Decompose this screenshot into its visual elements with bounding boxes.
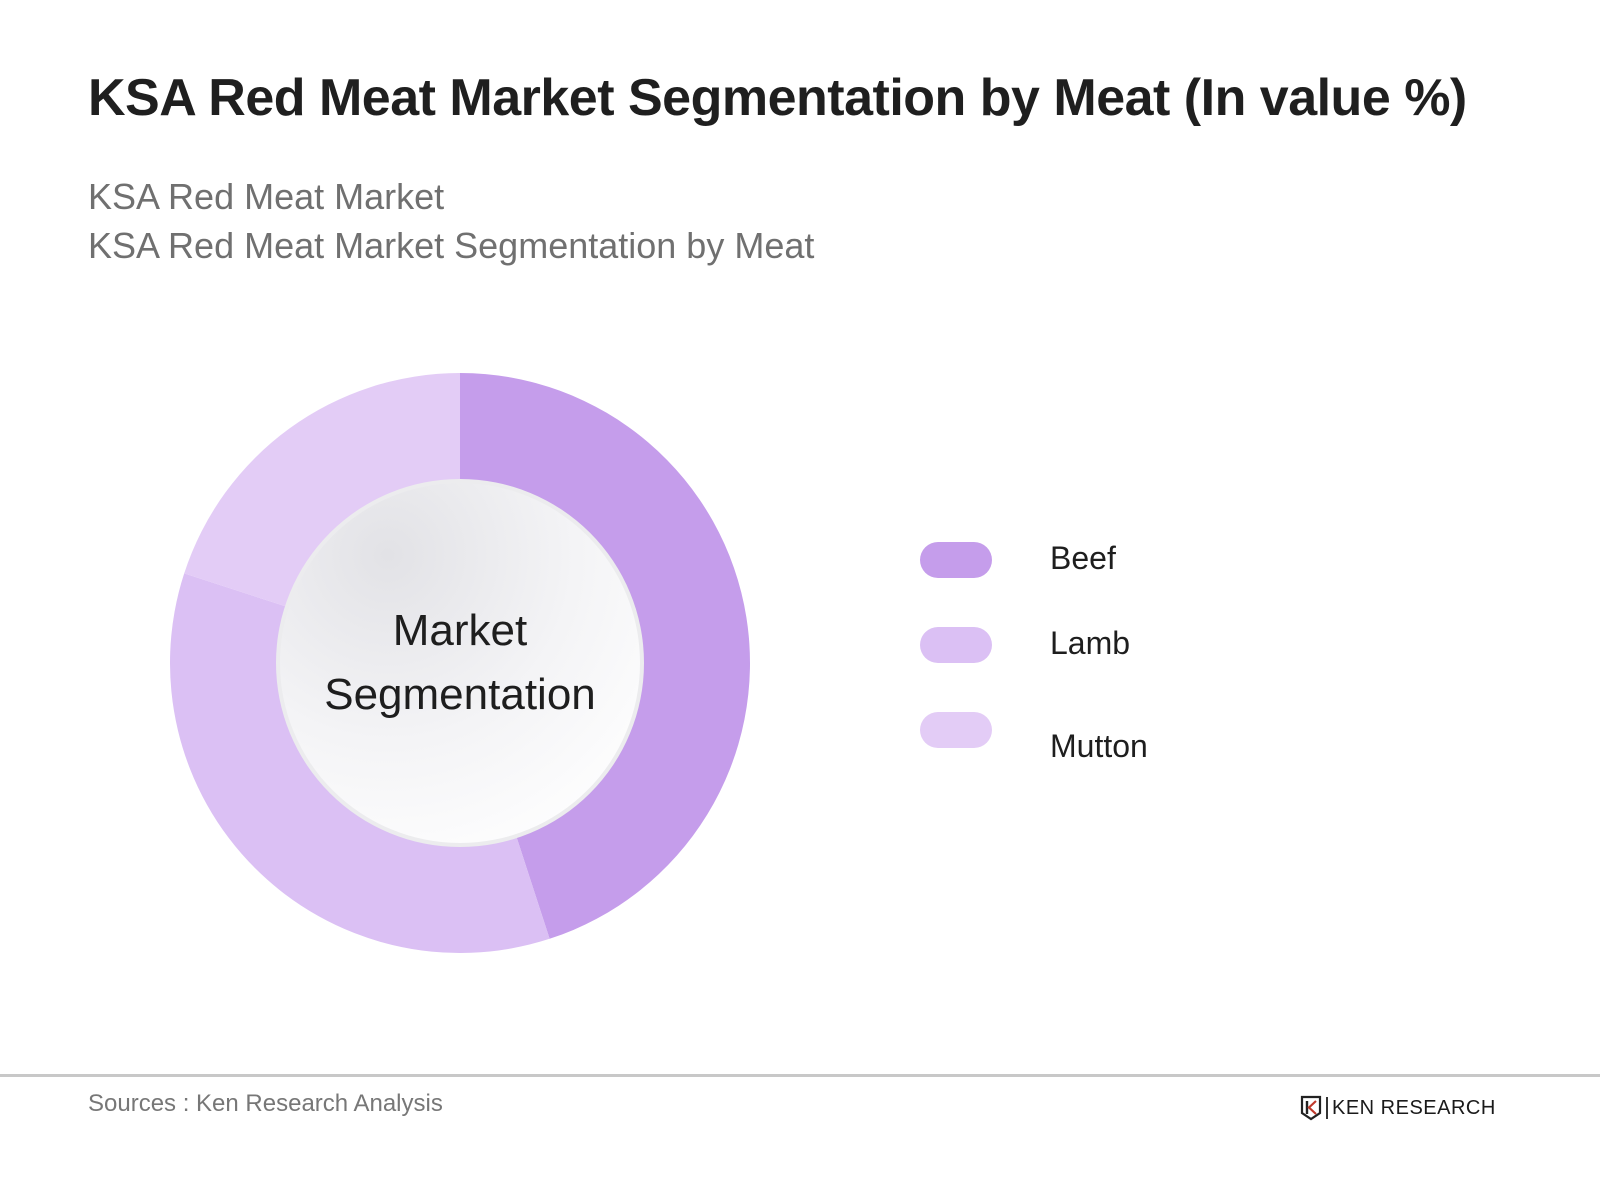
donut-slice-lamb xyxy=(170,573,550,953)
legend-swatch-lamb xyxy=(920,627,992,663)
brand-separator xyxy=(1326,1097,1328,1119)
legend-item-beef: Beef xyxy=(920,540,1320,580)
footer-divider xyxy=(0,1074,1600,1077)
legend-item-lamb: Lamb xyxy=(920,625,1320,665)
center-disc xyxy=(280,483,640,843)
legend-label-mutton: Mutton xyxy=(1050,728,1148,764)
legend-label-beef: Beef xyxy=(1050,540,1116,576)
donut-slice-mutton xyxy=(184,373,460,607)
legend-item-mutton: Mutton xyxy=(920,710,1320,764)
brand-name: KEN RESEARCH xyxy=(1332,1096,1496,1119)
brand-logo: KEN RESEARCH xyxy=(1300,1095,1496,1121)
sources-note: Sources : Ken Research Analysis xyxy=(88,1090,443,1117)
legend-swatch-beef xyxy=(920,542,992,578)
center-label: Market Segmentation xyxy=(170,373,750,953)
legend-label-lamb: Lamb xyxy=(1050,625,1131,661)
legend-swatch-mutton xyxy=(920,712,992,748)
chart-title: KSA Red Meat Market Segmentation by Meat… xyxy=(88,69,1467,127)
donut-slices xyxy=(170,373,750,953)
ken-research-logo-icon xyxy=(1300,1095,1322,1121)
center-label-line2: Segmentation xyxy=(324,670,596,719)
donut-slice-beef xyxy=(460,373,750,939)
chart-subtitle-segmentation: KSA Red Meat Market Segmentation by Meat xyxy=(88,225,815,266)
chart-subtitle-market: KSA Red Meat Market xyxy=(88,176,445,217)
donut-chart: Market Segmentation xyxy=(170,373,750,953)
donut-chart-svg xyxy=(170,373,750,953)
center-label-line1: Market xyxy=(392,606,528,655)
